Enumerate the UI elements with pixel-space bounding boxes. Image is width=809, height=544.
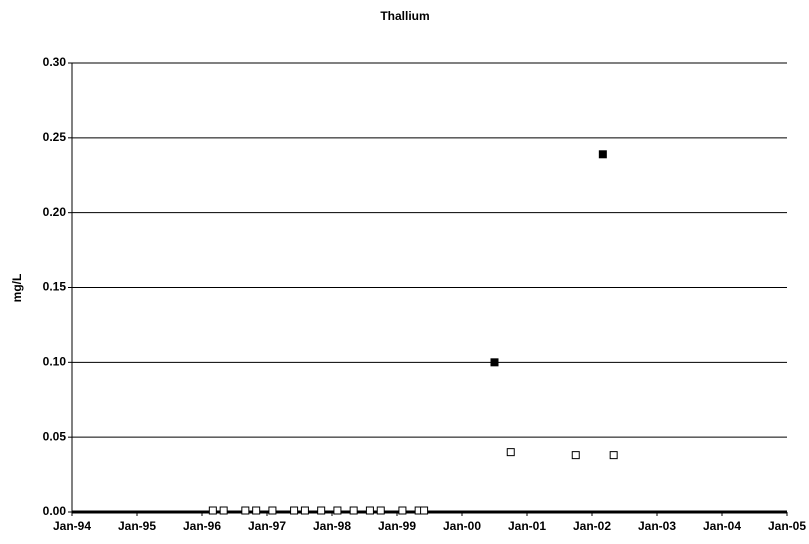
marker — [506, 448, 515, 457]
marker — [333, 506, 342, 515]
x-tick-label: Jan-05 — [768, 519, 806, 533]
chart-title: Thallium — [380, 9, 429, 23]
y-tick-label: 0.15 — [43, 280, 67, 294]
x-tick-label: Jan-99 — [378, 519, 416, 533]
marker — [349, 506, 358, 515]
marker — [365, 506, 374, 515]
marker — [376, 506, 385, 515]
x-tick-label: Jan-03 — [638, 519, 676, 533]
marker — [420, 506, 429, 515]
x-tick-label: Jan-00 — [443, 519, 481, 533]
x-tick-label: Jan-04 — [703, 519, 741, 533]
marker — [219, 506, 228, 515]
x-tick-label: Jan-01 — [508, 519, 546, 533]
marker — [598, 150, 607, 159]
marker — [241, 506, 250, 515]
y-tick-label: 0.25 — [43, 130, 67, 144]
y-tick-label: 0.30 — [43, 55, 67, 69]
marker — [252, 506, 261, 515]
marker — [268, 506, 277, 515]
marker — [609, 451, 618, 460]
y-axis-label: mg/L — [10, 274, 24, 303]
x-tick-label: Jan-98 — [313, 519, 351, 533]
x-tick-label: Jan-96 — [183, 519, 221, 533]
x-tick-label: Jan-02 — [573, 519, 611, 533]
x-tick-label: Jan-97 — [248, 519, 286, 533]
y-tick-label: 0.20 — [43, 205, 67, 219]
marker — [300, 506, 309, 515]
y-tick-label: 0.10 — [43, 355, 67, 369]
marker — [208, 506, 217, 515]
y-tick-label: 0.00 — [43, 504, 67, 518]
marker — [398, 506, 407, 515]
x-tick-label: Jan-95 — [118, 519, 156, 533]
marker — [317, 506, 326, 515]
y-tick-label: 0.05 — [43, 429, 67, 443]
marker — [290, 506, 299, 515]
marker — [490, 358, 499, 367]
x-tick-label: Jan-94 — [53, 519, 91, 533]
marker — [571, 451, 580, 460]
